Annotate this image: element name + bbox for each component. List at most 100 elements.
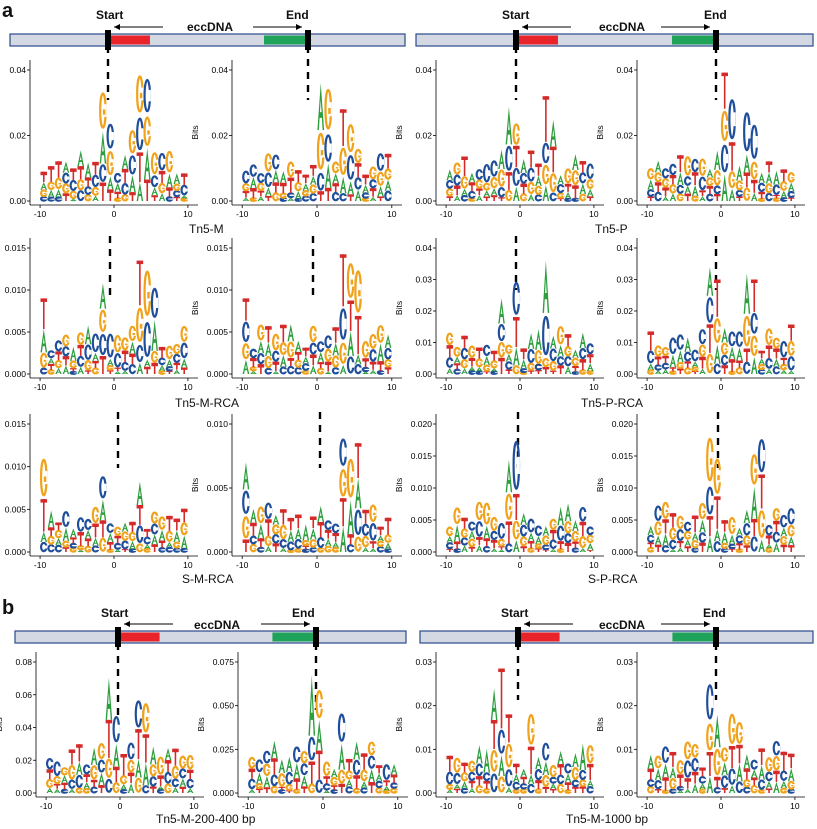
logo-letter-T xyxy=(79,344,82,356)
logo-letter-A xyxy=(572,752,579,767)
logo-letter-gap xyxy=(769,195,773,199)
logo-letter-T xyxy=(349,534,352,545)
logo-letter-T xyxy=(515,763,518,774)
logo-letter-G xyxy=(658,350,661,353)
logo-letter-T xyxy=(559,541,562,550)
logo-letter-T xyxy=(485,538,488,547)
logo-letter-T xyxy=(145,734,147,763)
logo-letter-A xyxy=(513,773,520,783)
logo-letter-T xyxy=(78,744,81,762)
logo-letter-G xyxy=(501,784,504,787)
logo-letter-G xyxy=(350,137,354,142)
logo-letter-A xyxy=(114,182,121,192)
logo-letter-A xyxy=(302,524,310,541)
logo-letter-G xyxy=(494,182,497,184)
logo-letter-A xyxy=(281,362,286,364)
logo-letter-gap xyxy=(590,788,594,791)
logo-letter-T xyxy=(260,190,262,197)
logo-letter-A xyxy=(579,743,587,771)
logo-letter-A xyxy=(93,198,98,200)
logo-letter-G xyxy=(147,550,150,552)
logo-letter-T xyxy=(130,772,132,784)
logo-letter-G xyxy=(328,548,331,550)
logo-letter-A xyxy=(180,535,188,549)
logo-letter-gap xyxy=(358,367,362,371)
logo-letter-A xyxy=(99,283,107,309)
logo-letter-G xyxy=(94,772,97,774)
logo-letter-T xyxy=(327,529,330,539)
logo-letter-G xyxy=(298,363,301,365)
logo-letter-A xyxy=(520,158,527,174)
logo-letter-G xyxy=(380,543,384,545)
logo-letter-gap xyxy=(450,544,454,547)
logo-letter-G xyxy=(650,173,654,175)
logo-letter-A xyxy=(338,743,346,770)
logo-letter-A xyxy=(737,174,742,177)
logo-letter-gap xyxy=(509,775,513,781)
logo-letter-gap xyxy=(791,193,795,196)
logo-letter-A xyxy=(669,354,677,368)
logo-letter-A xyxy=(498,149,505,169)
logo-letter-A xyxy=(333,545,338,547)
logo-letter-gap xyxy=(740,785,744,789)
logo-letter-G xyxy=(702,166,705,170)
logo-letter-A xyxy=(514,195,519,198)
logo-letter-T xyxy=(349,300,352,331)
logo-letter-gap xyxy=(568,359,572,363)
logo-letter-G xyxy=(791,347,794,350)
logo-letter-T xyxy=(168,370,171,374)
logo-letter-gap xyxy=(673,790,677,792)
logo-letter-A xyxy=(293,762,301,779)
logo-letter-G xyxy=(313,188,316,190)
logo-letter-gap xyxy=(762,371,766,373)
logo-letter-G xyxy=(791,785,794,787)
logo-letter-G xyxy=(531,187,534,190)
logo-letter-T xyxy=(664,519,667,534)
logo-letter-gap xyxy=(261,176,265,180)
logo-letter-gap xyxy=(81,359,85,363)
logo-letter-G xyxy=(464,363,468,365)
logo-letter-G xyxy=(125,197,128,199)
logo-letter-gap xyxy=(328,339,332,344)
x-tick-label: 0 xyxy=(518,209,523,219)
logo-letter-G xyxy=(717,177,720,180)
logo-letter-A xyxy=(521,773,526,775)
logo-letter-A xyxy=(470,369,474,371)
logo-letter-T xyxy=(589,354,592,364)
logo-letter-G xyxy=(184,199,187,201)
logo-letter-gap xyxy=(531,353,535,359)
logo-letter-A xyxy=(390,763,398,775)
y-tick-label: 0.00 xyxy=(211,196,228,206)
logo-letter-T xyxy=(168,187,171,198)
logo-letter-G xyxy=(132,141,135,145)
logo-letter-A xyxy=(557,175,564,185)
logo-letter-T xyxy=(485,371,488,374)
logo-letter-T xyxy=(686,361,689,368)
logo-letter-G xyxy=(486,512,490,516)
logo-letter-A xyxy=(61,775,68,783)
x-tick-label: -10 xyxy=(440,382,453,392)
logo-letter-A xyxy=(743,509,751,524)
y-tick-label: 0.02 xyxy=(9,131,26,141)
logo-letter-gap xyxy=(740,336,744,342)
logo-letter-T xyxy=(448,755,451,772)
x-tick-label: 0 xyxy=(321,801,326,811)
logo-letter-gap xyxy=(51,547,55,550)
logo-letter-A xyxy=(521,167,526,170)
logo-letter-gap xyxy=(658,195,662,198)
logo-letter-G xyxy=(102,320,106,324)
logo-letter-A xyxy=(47,790,52,792)
logo-letter-A xyxy=(447,540,452,542)
logo-letter-A xyxy=(566,196,570,198)
logo-letter-G xyxy=(457,351,460,353)
logo-letter-A xyxy=(294,190,302,199)
logo-letter-A xyxy=(527,774,535,785)
logo-letter-A xyxy=(308,675,316,736)
logo-letter-A xyxy=(774,788,779,791)
logo-letter-A xyxy=(678,357,683,360)
logo-letter-gap xyxy=(328,143,332,153)
logo-letter-A xyxy=(677,547,684,552)
logo-letter-A xyxy=(671,198,675,200)
logo-letter-gap xyxy=(480,526,483,532)
logo-letter-G xyxy=(283,348,286,350)
